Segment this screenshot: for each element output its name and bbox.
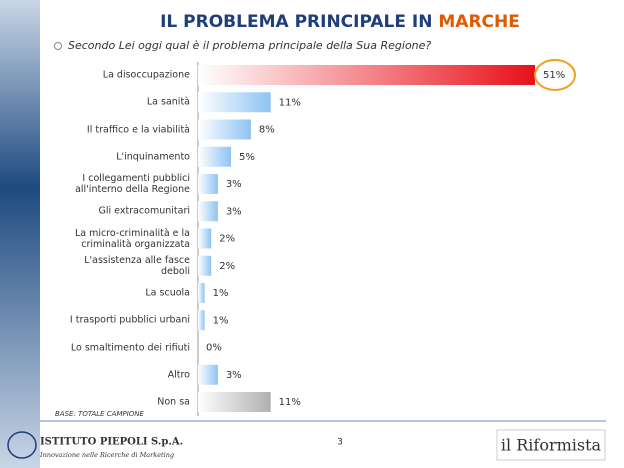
category-label: Gli extracomunitari <box>98 205 190 217</box>
category-label: La scuola <box>145 287 190 299</box>
value-label: 11% <box>279 97 301 108</box>
value-label: 1% <box>213 288 229 299</box>
value-label: 1% <box>213 315 229 326</box>
category-label: L'assistenza alle fasce deboli <box>84 254 190 277</box>
value-label: 51% <box>543 70 565 81</box>
category-label: Lo smaltimento dei rifiuti <box>70 342 190 353</box>
value-label: 3% <box>226 370 242 381</box>
bar <box>198 65 535 85</box>
value-label: 0% <box>206 343 222 354</box>
tagline: Innovazione nelle Ricerche di Marketing <box>39 451 174 459</box>
bar <box>198 146 232 167</box>
category-label: I collegamenti pubblici all'interno dell… <box>75 173 190 195</box>
logo-mark <box>7 431 37 459</box>
category-label: La disoccupazione <box>102 69 190 81</box>
bar <box>198 92 271 113</box>
value-label: 11% <box>279 397 301 408</box>
category-label: Non sa <box>157 396 190 408</box>
highlight-circle <box>534 59 576 91</box>
bar <box>198 228 212 249</box>
value-label: 5% <box>239 152 255 163</box>
partner-logo <box>496 429 606 461</box>
title-text: IL PROBLEMA PRINCIPALE IN <box>160 12 432 32</box>
bar <box>198 201 218 222</box>
bar <box>198 283 205 303</box>
value-label: 3% <box>226 206 242 217</box>
value-label: 3% <box>226 179 242 190</box>
bar <box>198 119 251 140</box>
bar <box>198 392 271 412</box>
subtitle: Secondo Lei oggi qual è il problema prin… <box>68 39 431 52</box>
chart-title: IL PROBLEMA PRINCIPALE IN MARCHE <box>160 12 520 32</box>
category-label: La micro-criminalità e la criminalità or… <box>74 227 190 250</box>
bullet <box>54 42 62 50</box>
value-label: 8% <box>259 125 275 136</box>
page-number: 3 <box>337 438 343 448</box>
bar <box>198 174 218 194</box>
category-label: La sanità <box>146 96 190 108</box>
category-label: L'inquinamento <box>116 151 190 163</box>
company: ISTITUTO PIEPOLI S.p.A. <box>40 437 183 448</box>
base-note: BASE: TOTALE CAMPIONE <box>55 410 145 418</box>
category-label: Il traffico e la viabilità <box>86 124 190 135</box>
bar <box>198 255 212 276</box>
value-label: 2% <box>219 261 235 272</box>
category-label: Altro <box>167 369 190 381</box>
title-region: MARCHE <box>438 12 519 32</box>
partner-name: il Riformista <box>501 436 602 455</box>
value-label: 2% <box>219 234 235 245</box>
side-stripe <box>0 0 40 468</box>
bar <box>198 310 205 331</box>
category-label: I trasporti pubblici urbani <box>69 314 190 326</box>
bar <box>198 364 218 385</box>
